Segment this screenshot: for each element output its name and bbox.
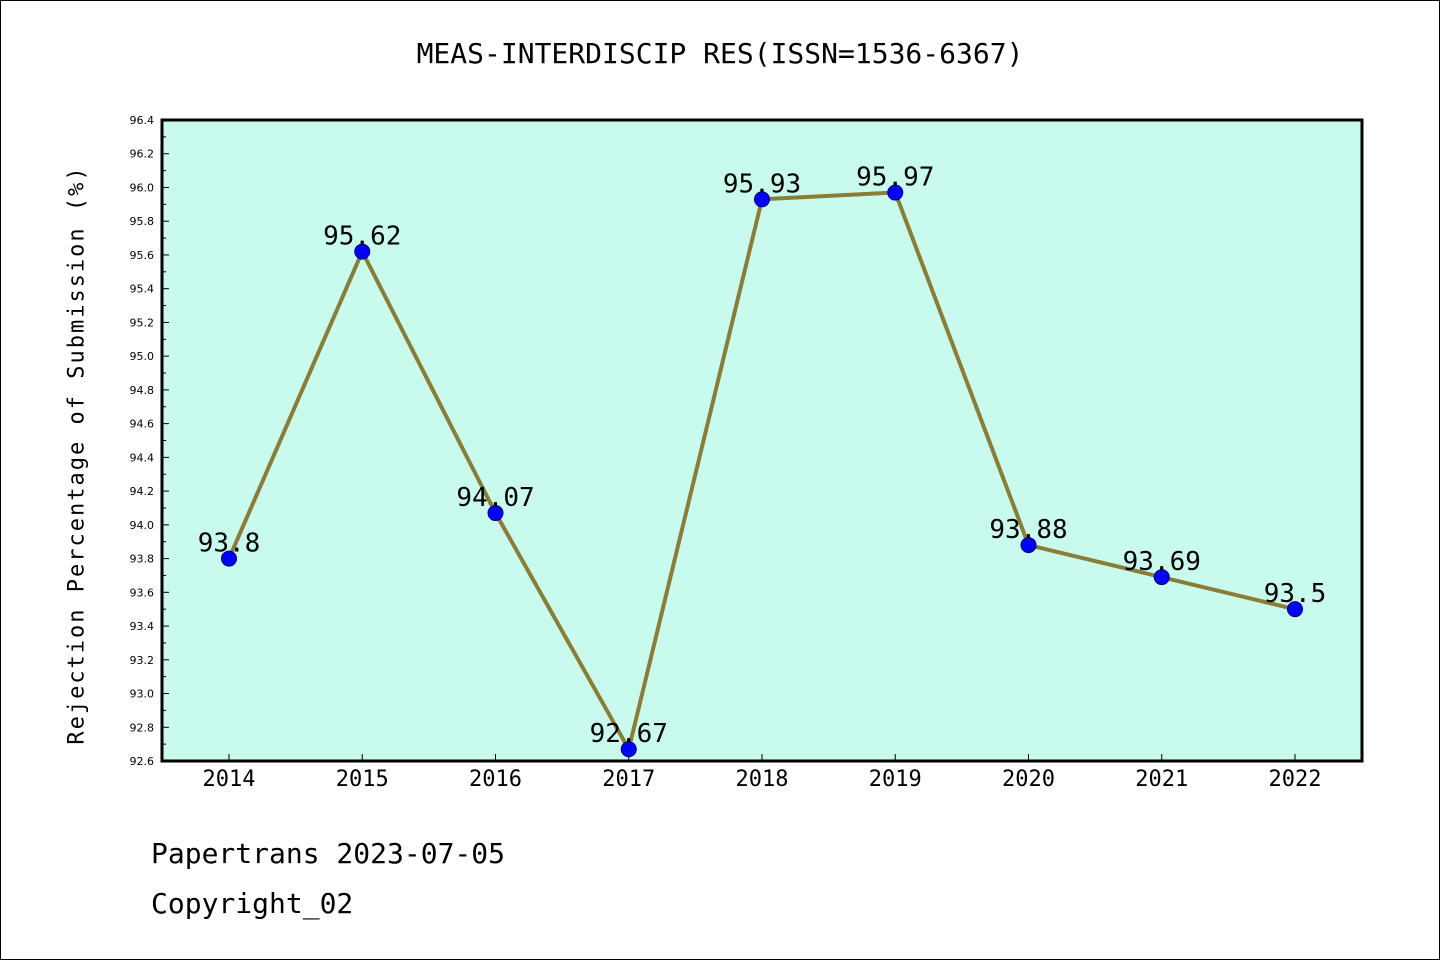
x-tick-label: 2020 [1002, 767, 1055, 792]
data-label: 94.07 [456, 483, 534, 513]
data-label: 92.67 [590, 719, 668, 749]
x-tick-label: 2021 [1135, 767, 1188, 792]
x-tick-label: 2015 [336, 767, 389, 792]
data-point [1153, 569, 1170, 586]
data-point [754, 191, 770, 208]
y-tick-label: 93.0 [130, 688, 155, 701]
y-axis-ticks: 92.6 92.8 93.0 93.2 93.4 93.6 93.8 94.0 94.2 94.4… [130, 114, 169, 768]
y-tick-label: 96.0 [130, 181, 155, 194]
chart-title: MEAS-INTERDISCIP RES(ISSN=1536-6367) [416, 37, 1024, 70]
data-label: 93.88 [989, 515, 1067, 545]
data-point [1020, 537, 1037, 554]
data-label: 95.62 [323, 222, 401, 252]
x-tick-label: 2017 [602, 767, 655, 792]
y-tick-label: 95.6 [130, 249, 155, 262]
y-tick-label: 96.4 [130, 114, 155, 127]
x-tick-label: 2016 [469, 767, 522, 792]
y-tick-label: 95.8 [130, 215, 155, 228]
footer-copyright: Copyright_02 [151, 887, 354, 920]
plot-area [160, 118, 1364, 763]
y-tick-label: 93.8 [130, 553, 155, 566]
data-point [354, 243, 371, 260]
data-label: 93.8 [198, 529, 261, 559]
data-label: 93.69 [1123, 547, 1201, 577]
y-tick-label: 94.0 [130, 519, 155, 532]
x-tick-label: 2018 [736, 767, 789, 792]
data-point [887, 184, 904, 201]
x-tick-label: 2022 [1269, 767, 1322, 792]
y-tick-label: 92.6 [130, 755, 155, 768]
data-points [221, 184, 1303, 758]
y-tick-label: 94.8 [130, 384, 155, 397]
x-tick-label: 2014 [203, 767, 256, 792]
data-point [221, 550, 237, 567]
y-tick-label: 93.4 [130, 620, 155, 633]
y-tick-label: 95.0 [130, 350, 155, 363]
data-label: 95.93 [723, 169, 801, 199]
footer-date: Papertrans 2023-07-05 [151, 837, 506, 870]
data-point [620, 741, 637, 758]
x-tick-label: 2019 [869, 767, 922, 792]
y-tick-label: 94.2 [130, 485, 155, 498]
x-axis-ticks: 2014 2015 2016 2017 2018 2019 2020 2021 2022 [203, 754, 1322, 792]
y-tick-label: 93.2 [130, 654, 155, 667]
data-label: 95.97 [856, 163, 934, 193]
y-tick-label: 95.4 [130, 283, 155, 296]
y-tick-label: 95.2 [130, 316, 155, 329]
data-labels: 93.8 95.62 94.07 92.67 95.93 95.97 93.88 93.69 9… [198, 163, 1327, 750]
y-tick-label: 96.2 [130, 148, 155, 161]
data-label: 93.5 [1264, 579, 1327, 609]
y-tick-label: 92.8 [130, 721, 155, 734]
y-tick-label: 93.6 [130, 586, 155, 599]
data-point [487, 505, 504, 522]
y-tick-label: 94.6 [130, 418, 155, 431]
y-tick-label: 94.4 [130, 451, 155, 464]
data-point [1287, 601, 1303, 618]
